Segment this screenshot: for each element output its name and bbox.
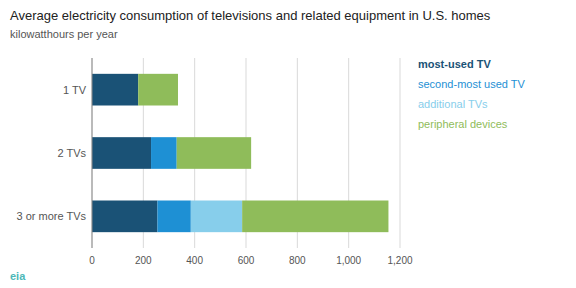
x-tick-label: 600 bbox=[238, 255, 255, 266]
bar-segment bbox=[157, 201, 190, 233]
bar-segment bbox=[138, 74, 178, 106]
bar-segment bbox=[191, 201, 242, 233]
y-tick-label: 3 or more TVs bbox=[17, 210, 87, 222]
legend-entry: second-most used TV bbox=[418, 78, 525, 90]
bar-segment bbox=[151, 137, 177, 169]
bar-segment bbox=[177, 137, 251, 169]
y-tick-label: 1 TV bbox=[63, 84, 87, 96]
x-tick-label: 1,000 bbox=[336, 255, 361, 266]
bars bbox=[92, 74, 388, 232]
grid bbox=[92, 58, 400, 248]
bar-segment bbox=[242, 201, 388, 233]
grid-line bbox=[92, 58, 93, 248]
y-tick-label: 2 TVs bbox=[57, 147, 86, 159]
y-axis-line bbox=[92, 58, 93, 248]
legend-entry: peripheral devices bbox=[418, 118, 508, 130]
annotation: eia bbox=[10, 270, 26, 282]
chart: Average electricity consumption of telev… bbox=[0, 0, 576, 288]
legend-entry: most-used TV bbox=[418, 58, 491, 70]
bar-segment bbox=[92, 201, 157, 233]
title: Average electricity consumption of telev… bbox=[10, 8, 491, 23]
bar-segment bbox=[92, 74, 138, 106]
legend-entry: additional TVs bbox=[418, 98, 488, 110]
x-tick-label: 200 bbox=[135, 255, 152, 266]
x-tick-label: 800 bbox=[289, 255, 306, 266]
x-tick-label: 1,200 bbox=[387, 255, 412, 266]
bar-segment bbox=[92, 137, 151, 169]
subtitle: kilowatthours per year bbox=[10, 28, 118, 40]
x-tick-label: 0 bbox=[89, 255, 95, 266]
x-tick-label: 400 bbox=[186, 255, 203, 266]
grid-line bbox=[400, 58, 401, 248]
